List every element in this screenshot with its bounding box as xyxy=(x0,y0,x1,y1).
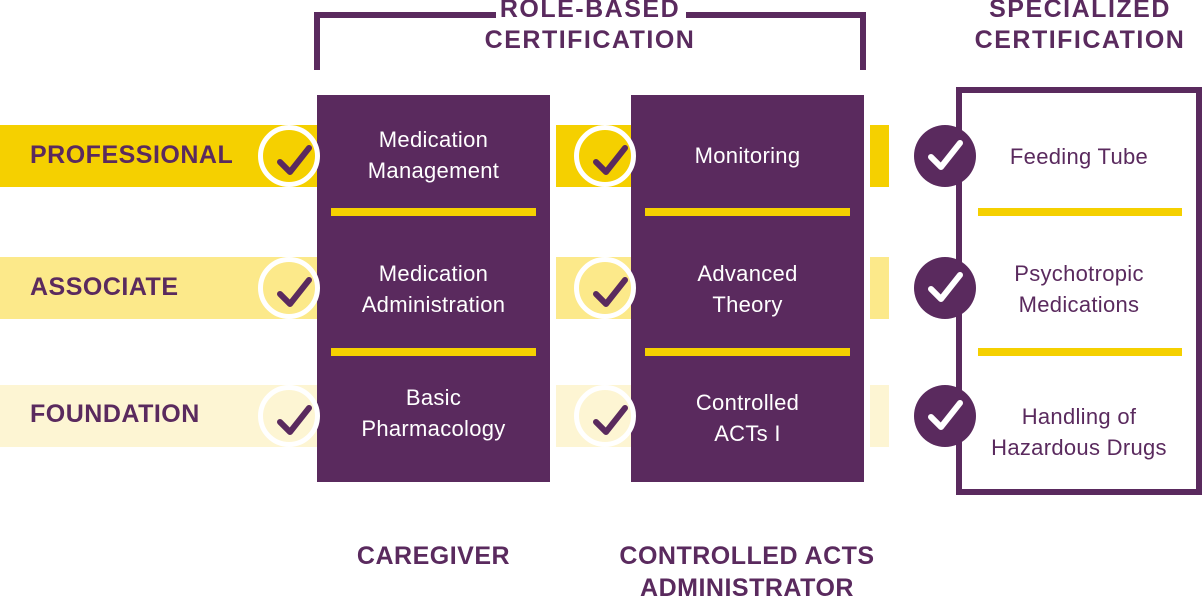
cell-line: Hazardous Drugs xyxy=(991,435,1167,460)
cell-line: Basic xyxy=(405,385,462,410)
controlled-acts-label-line2: ADMINISTRATOR xyxy=(640,574,854,602)
cell-line: Medication xyxy=(378,127,489,152)
cell-line: Medication xyxy=(378,261,489,286)
specialized-heading-line2: CERTIFICATION xyxy=(974,26,1186,54)
controlled-acts-label: CONTROLLED ACTS ADMINISTRATOR xyxy=(597,540,897,604)
check-icon xyxy=(914,257,976,319)
check-icon xyxy=(258,257,320,319)
check-icon xyxy=(258,385,320,447)
check-icon xyxy=(574,125,636,187)
controlled-acts-cell-professional: Monitoring xyxy=(631,140,864,171)
specialized-divider-2 xyxy=(978,348,1182,356)
check-icon xyxy=(914,125,976,187)
associate-band-right xyxy=(870,257,889,319)
specialized-cell-associate: Psychotropic Medications xyxy=(962,258,1196,320)
role-based-heading-line1: ROLE-BASED xyxy=(499,0,681,23)
cell-line: Advanced xyxy=(697,261,798,286)
caregiver-cell-associate: Medication Administration xyxy=(317,258,550,320)
specialized-divider-1 xyxy=(978,208,1182,216)
tier-foundation-label: FOUNDATION xyxy=(30,400,200,428)
cell-line: Administration xyxy=(361,292,506,317)
controlled-acts-divider-1 xyxy=(645,208,850,216)
foundation-band-right xyxy=(870,385,889,447)
cell-line: Controlled xyxy=(695,390,800,415)
specialized-heading: SPECIALIZED CERTIFICATION xyxy=(930,0,1203,56)
specialized-cell-foundation: Handling of Hazardous Drugs xyxy=(962,401,1196,463)
role-based-heading: ROLE-BASED CERTIFICATION xyxy=(440,0,740,56)
caregiver-divider-2 xyxy=(331,348,536,356)
check-icon xyxy=(574,385,636,447)
cell-line: Monitoring xyxy=(694,143,801,168)
caregiver-label: CAREGIVER xyxy=(356,542,511,570)
controlled-acts-column xyxy=(631,95,864,482)
caregiver-cell-foundation: Basic Pharmacology xyxy=(317,382,550,444)
controlled-acts-divider-2 xyxy=(645,348,850,356)
cell-line: Feeding Tube xyxy=(1009,144,1149,169)
check-icon xyxy=(914,385,976,447)
cell-line: Pharmacology xyxy=(361,416,506,441)
cell-line: Medications xyxy=(1018,292,1140,317)
specialized-heading-line1: SPECIALIZED xyxy=(989,0,1171,23)
tier-professional-label: PROFESSIONAL xyxy=(30,141,234,169)
check-icon xyxy=(258,125,320,187)
cell-line: ACTs I xyxy=(714,421,781,446)
cell-line: Psychotropic xyxy=(1014,261,1144,286)
role-based-heading-line2: CERTIFICATION xyxy=(484,26,696,54)
check-icon xyxy=(574,257,636,319)
professional-band-right xyxy=(870,125,889,187)
caregiver-column xyxy=(317,95,550,482)
specialized-cell-professional: Feeding Tube xyxy=(962,141,1196,172)
controlled-acts-label-line1: CONTROLLED ACTS xyxy=(619,542,875,570)
controlled-acts-cell-foundation: Controlled ACTs I xyxy=(631,387,864,449)
cell-line: Theory xyxy=(712,292,783,317)
caregiver-divider-1 xyxy=(331,208,536,216)
controlled-acts-cell-associate: Advanced Theory xyxy=(631,258,864,320)
cell-line: Management xyxy=(367,158,500,183)
caregiver-cell-professional: Medication Management xyxy=(317,124,550,186)
cell-line: Handling of xyxy=(1021,404,1137,429)
role-based-bracket xyxy=(314,12,866,70)
tier-associate-label: ASSOCIATE xyxy=(30,273,179,301)
